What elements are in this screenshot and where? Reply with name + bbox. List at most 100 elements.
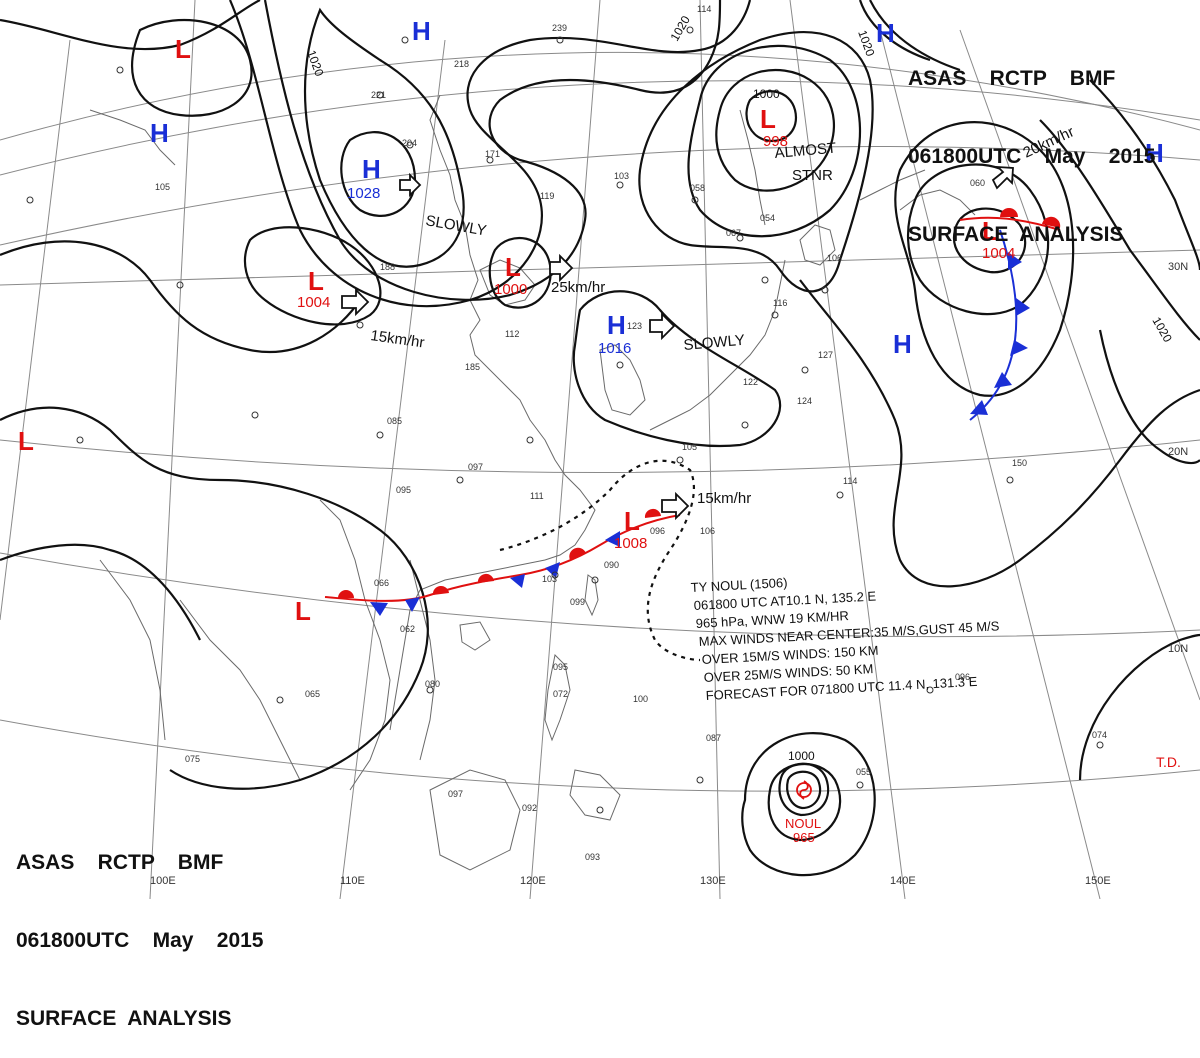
low-1008-symbol: L: [624, 506, 640, 536]
station-value: 096: [955, 672, 970, 682]
pressure-value-group: 1028 1004 1000 1016 998 1004 1008: [297, 133, 1015, 552]
high-northeast-symbol: H: [876, 18, 895, 48]
low-998-value: 998: [763, 133, 788, 150]
low-1008-value: 1008: [614, 535, 647, 552]
coast-luzon: [544, 653, 571, 742]
station-value: 119: [540, 191, 554, 201]
station-value: 093: [585, 852, 600, 862]
header-line-1: ASAS RCTP BMF: [908, 67, 1116, 90]
high-mongolia-value: 1028: [347, 185, 380, 202]
header-bottom-left: ASAS RCTP BMF 061800UTC May 2015 SURFACE…: [16, 798, 263, 1058]
motion-label-slowly-2: SLOWLY: [683, 332, 746, 354]
isobar-se-corner: [1078, 633, 1200, 781]
coast-hokkaido: [799, 224, 836, 266]
coast-sakhalin-2: [899, 189, 976, 216]
isobar-noul-outer: [741, 732, 876, 877]
high-far-east-symbol: H: [1145, 138, 1164, 168]
isobar-mongolia-h-outer: [303, 7, 465, 268]
isobar-pacific-ridge-2: [1098, 329, 1200, 465]
low-1000-value: 1000: [494, 281, 527, 298]
high-1016-value: 1016: [598, 340, 631, 357]
station-value: 062: [400, 624, 415, 634]
lon-line-120: [529, 0, 601, 899]
station-value: 099: [570, 597, 585, 607]
station-value: 188: [380, 262, 395, 272]
station-value: 105: [682, 442, 697, 452]
lon-label-150: 150E: [1085, 875, 1111, 887]
isobar-east-1: [869, 0, 961, 72]
station-value: 065: [305, 689, 320, 699]
cold-front-symbols: [370, 252, 1030, 616]
arrow-mongolia-high: [399, 172, 422, 198]
coast-borneo: [429, 769, 521, 871]
coast-mindanao: [569, 769, 621, 821]
coastlines: [89, 94, 976, 871]
lat-label-20: 20N: [1168, 446, 1188, 458]
high-mongolia-symbol: H: [362, 154, 381, 184]
station-value: 097: [468, 462, 483, 472]
station-value: 112: [505, 329, 519, 339]
lat-line-0: [0, 719, 1200, 792]
lon-line-100: [149, 0, 196, 899]
station-value: 239: [552, 23, 567, 33]
arrow-low-1000: [549, 253, 574, 283]
header-line-1: ASAS RCTP BMF: [16, 851, 224, 874]
isobar-east-low-outer: [907, 163, 1050, 316]
typhoon-pressure: 965: [793, 830, 815, 845]
station-value: 055: [856, 767, 871, 777]
coast-bay-bengal: [179, 599, 301, 781]
station-value: 150: [1012, 458, 1027, 468]
lat-label-30: 30N: [1168, 261, 1188, 273]
lon-line-110: [339, 39, 446, 899]
lat-lon-grid: [0, 0, 1200, 899]
low-1004-west-symbol: L: [308, 266, 324, 296]
isobar-998-outer2: [687, 44, 862, 238]
isobar-label-1020-a: 1020: [304, 48, 326, 78]
station-value: 080: [425, 679, 440, 689]
high-1016-symbol: H: [607, 310, 626, 340]
lat-line-50: [0, 80, 1200, 176]
lat-line-20: [0, 439, 1200, 473]
station-value: 103: [542, 574, 557, 584]
motion-label-stnr: STNR: [792, 167, 833, 184]
arrow-low-1008: [661, 491, 690, 521]
low-998-symbol: L: [760, 104, 776, 134]
low-nw-symbol: L: [175, 34, 191, 64]
header-top-right: ASAS RCTP BMF 061800UTC May 2015 SURFACE…: [908, 14, 1155, 274]
isobar-1020-top: [0, 0, 261, 51]
station-value: 114: [843, 476, 857, 486]
station-value: 095: [553, 662, 568, 672]
lon-label-140: 140E: [890, 875, 916, 887]
coast-indochina: [319, 499, 391, 791]
header-line-2: 061800UTC May 2015: [16, 929, 264, 952]
station-value: 072: [553, 689, 568, 699]
station-value: 111: [530, 491, 544, 501]
isobar-1016-high: [572, 290, 782, 448]
coast-kuril: [859, 169, 926, 201]
warm-front-east: [959, 216, 1061, 231]
isobar-998-inner: [745, 90, 798, 143]
lat-line-10: [0, 552, 1200, 638]
coast-mongolia-lake: [89, 109, 176, 166]
station-value: 060: [970, 178, 985, 188]
station-value: 092: [522, 803, 537, 813]
coast-bohai: [479, 259, 536, 306]
station-value: 114: [697, 4, 711, 14]
station-value: 100: [633, 694, 648, 704]
header-line-2: 061800UTC May 2015: [908, 145, 1156, 168]
station-value: 204: [402, 138, 417, 148]
station-value: 090: [604, 560, 619, 570]
isobar-noul-ring-1: [786, 770, 822, 810]
station-value: 097: [448, 789, 463, 799]
station-value: 124: [797, 396, 812, 406]
isobars: [0, 0, 1200, 877]
typhoon-name: NOUL: [785, 816, 821, 831]
motion-label-15km-1: 15km/hr: [369, 327, 425, 351]
coast-japan: [649, 259, 786, 431]
coast-taiwan: [584, 574, 599, 617]
typhoon-symbol: [796, 780, 812, 800]
station-value: 067: [726, 228, 741, 238]
station-markers: [26, 26, 1104, 814]
station-value: 103: [614, 171, 629, 181]
high-pacific-symbol: H: [893, 329, 912, 359]
